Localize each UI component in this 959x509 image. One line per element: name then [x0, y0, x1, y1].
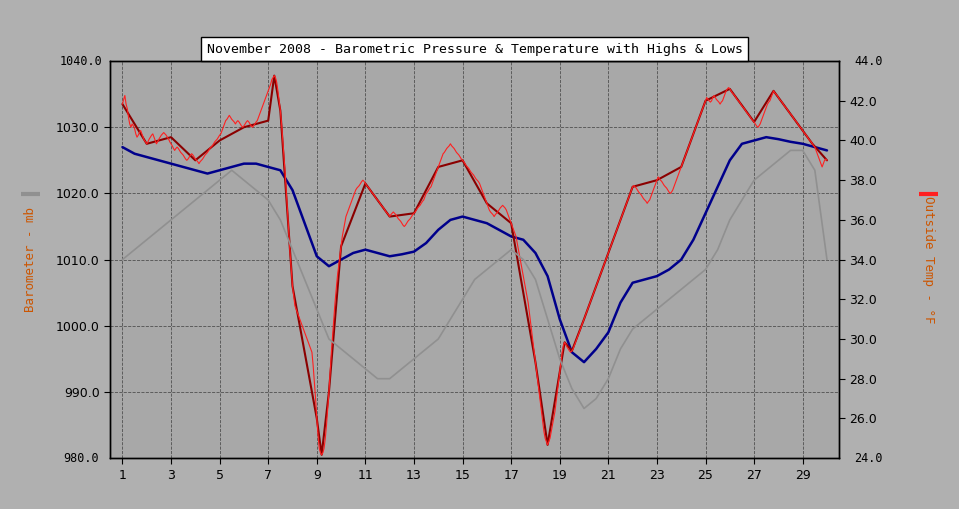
Text: 980.0: 980.0 [63, 451, 99, 465]
Text: 1040.0: 1040.0 [59, 54, 103, 68]
Text: 44.0: 44.0 [854, 54, 882, 68]
Text: Barometer - mb: Barometer - mb [24, 207, 37, 312]
Text: Outside Temp - °F: Outside Temp - °F [922, 196, 935, 323]
Title: November 2008 - Barometric Pressure & Temperature with Highs & Lows: November 2008 - Barometric Pressure & Te… [207, 43, 742, 56]
Text: 24.0: 24.0 [854, 451, 882, 465]
